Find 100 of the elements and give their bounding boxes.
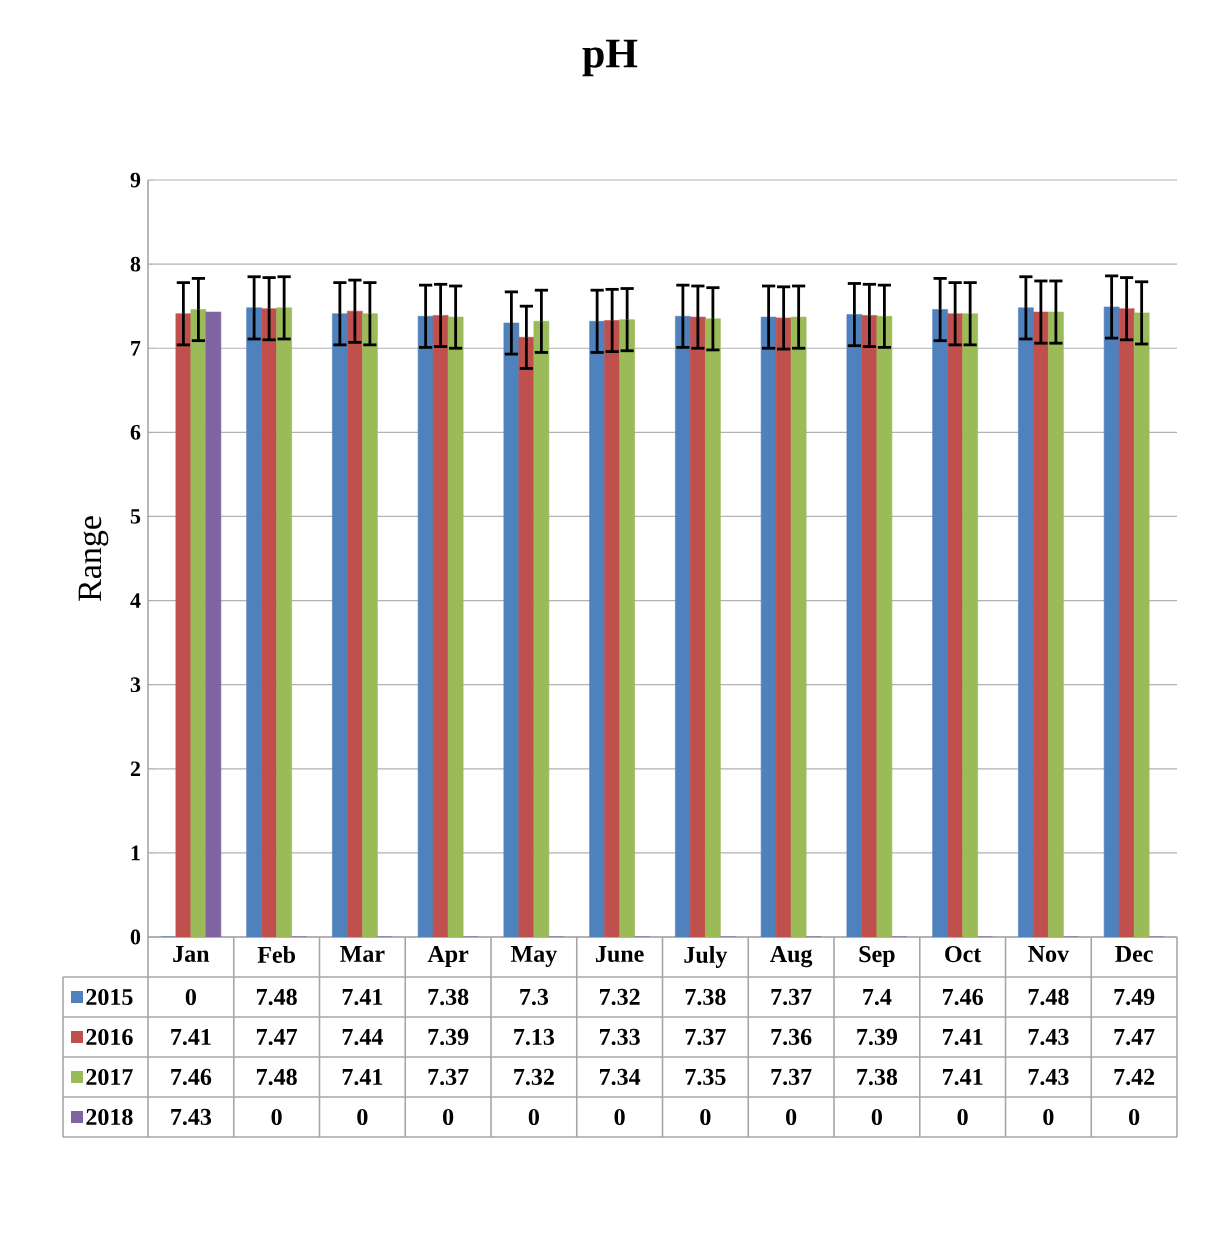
legend-label: 2018 bbox=[86, 1108, 133, 1126]
legend-label: 2017 bbox=[86, 1068, 133, 1086]
x-tick-label: Feb bbox=[257, 946, 295, 963]
bar bbox=[533, 321, 550, 937]
bar bbox=[1103, 306, 1120, 937]
y-tick-label: 0 bbox=[130, 929, 141, 945]
bar bbox=[619, 319, 635, 937]
data-label: 0 bbox=[185, 988, 196, 1006]
data-label: 0 bbox=[357, 1108, 368, 1126]
data-label: 7.37 bbox=[428, 1068, 469, 1086]
data-label: 7.3 bbox=[520, 988, 549, 1006]
legend-label: 2016 bbox=[86, 1028, 133, 1046]
data-label: 7.48 bbox=[1028, 988, 1069, 1006]
x-tick-label: Apr bbox=[427, 946, 469, 968]
data-label: 7.39 bbox=[428, 1028, 469, 1046]
x-tick-label: Jan bbox=[173, 946, 210, 962]
y-tick-label: 3 bbox=[130, 677, 141, 693]
data-label: 7.42 bbox=[1114, 1068, 1155, 1086]
data-label: 7.34 bbox=[600, 1068, 641, 1086]
data-label: 7.38 bbox=[685, 988, 726, 1006]
bar bbox=[962, 313, 978, 937]
data-label: 7.48 bbox=[257, 1068, 297, 1086]
y-tick-label: 7 bbox=[131, 341, 141, 356]
x-tick-label: Dec bbox=[1115, 946, 1153, 962]
bar bbox=[1118, 308, 1135, 937]
data-label: 7.46 bbox=[171, 1068, 212, 1086]
x-tick-label: Oct bbox=[945, 946, 982, 963]
bar bbox=[1133, 312, 1150, 937]
y-tick-label: 8 bbox=[130, 256, 141, 272]
data-label: 7.44 bbox=[342, 1028, 383, 1046]
y-tick-label: 9 bbox=[130, 172, 141, 188]
x-tick-label: Aug bbox=[770, 946, 813, 968]
bar bbox=[1018, 307, 1034, 937]
bar bbox=[276, 307, 292, 937]
bar bbox=[790, 316, 807, 937]
data-label: 7.13 bbox=[514, 1028, 555, 1046]
bar bbox=[1033, 311, 1049, 937]
data-label: 7.38 bbox=[428, 988, 469, 1006]
y-tick-label: 2 bbox=[130, 761, 141, 777]
data-label: 0 bbox=[1129, 1108, 1140, 1126]
x-tick-label: Mar bbox=[340, 946, 385, 962]
data-label: 7.37 bbox=[771, 1068, 812, 1086]
data-label: 7.47 bbox=[257, 1028, 298, 1046]
data-label: 0 bbox=[871, 1108, 882, 1126]
data-label: 0 bbox=[614, 1108, 625, 1126]
y-tick-label: 4 bbox=[130, 593, 141, 608]
data-label: 7.32 bbox=[600, 988, 640, 1006]
data-label: 0 bbox=[786, 1108, 797, 1126]
bar bbox=[846, 314, 863, 937]
x-tick-label: Nov bbox=[1028, 946, 1070, 962]
bar bbox=[432, 315, 449, 937]
data-label: 7.43 bbox=[171, 1108, 212, 1126]
bar bbox=[775, 317, 792, 937]
bar bbox=[675, 315, 691, 937]
bar bbox=[861, 315, 878, 937]
x-tick-label: May bbox=[510, 946, 557, 967]
data-label: 0 bbox=[700, 1108, 711, 1126]
data-label: 7.41 bbox=[171, 1028, 211, 1046]
chart-title: pH bbox=[582, 39, 638, 77]
data-label: 7.41 bbox=[342, 988, 383, 1006]
bar bbox=[760, 316, 777, 937]
bar bbox=[947, 313, 963, 937]
bar bbox=[190, 309, 207, 937]
data-label: 7.4 bbox=[863, 988, 892, 1006]
data-label: 0 bbox=[443, 1108, 454, 1126]
bar bbox=[876, 315, 893, 937]
bar bbox=[1048, 311, 1064, 937]
bar bbox=[932, 309, 948, 937]
data-label: 7.36 bbox=[771, 1028, 812, 1046]
bar bbox=[589, 321, 605, 937]
data-label: 7.37 bbox=[771, 988, 812, 1006]
data-label: 7.48 bbox=[257, 988, 297, 1006]
data-label: 7.47 bbox=[1114, 1028, 1155, 1046]
data-label: 7.37 bbox=[685, 1028, 726, 1046]
data-label: 7.43 bbox=[1028, 1028, 1069, 1046]
bar bbox=[261, 308, 277, 937]
y-tick-label: 1 bbox=[131, 845, 140, 861]
data-label: 0 bbox=[1043, 1108, 1054, 1126]
y-tick-label: 6 bbox=[130, 424, 141, 440]
legend-label: 2015 bbox=[86, 988, 133, 1006]
y-axis-title: Range bbox=[78, 516, 109, 601]
data-label: 0 bbox=[957, 1108, 968, 1126]
bar bbox=[690, 316, 706, 937]
data-label: 7.35 bbox=[685, 1068, 726, 1086]
data-label: 0 bbox=[271, 1108, 282, 1126]
bar bbox=[447, 316, 464, 937]
data-label: 7.41 bbox=[342, 1068, 383, 1086]
bar bbox=[347, 310, 363, 937]
bar bbox=[175, 313, 192, 937]
y-tick-label: 5 bbox=[130, 509, 141, 524]
data-label: 7.46 bbox=[943, 988, 983, 1006]
bar bbox=[503, 322, 520, 937]
bar bbox=[417, 315, 434, 937]
data-label: 7.49 bbox=[1114, 988, 1155, 1006]
data-label: 7.41 bbox=[943, 1068, 983, 1086]
data-label: 7.43 bbox=[1028, 1068, 1069, 1086]
data-label: 0 bbox=[528, 1108, 539, 1126]
data-label: 7.39 bbox=[857, 1028, 898, 1046]
x-tick-label: Sep bbox=[859, 946, 895, 968]
data-label: 7.33 bbox=[600, 1028, 640, 1046]
